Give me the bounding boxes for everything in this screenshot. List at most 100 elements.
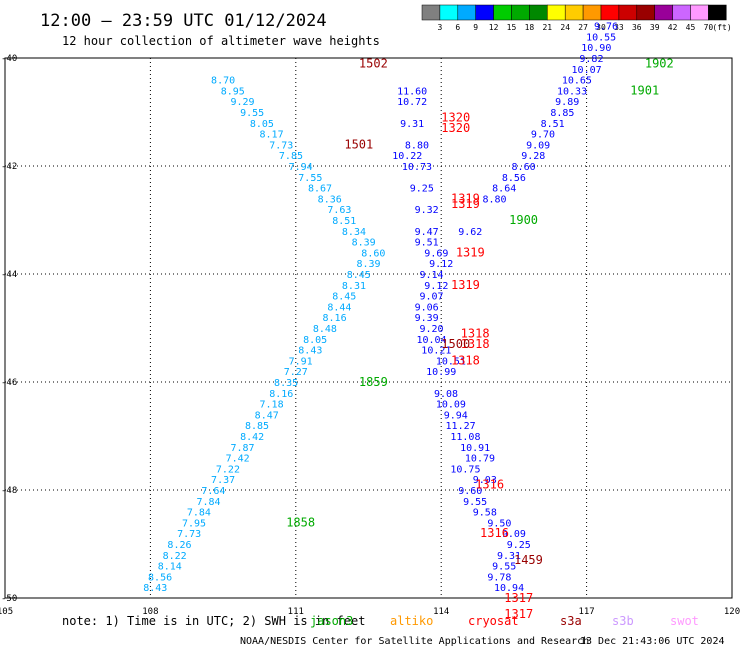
wave-height-value: 9.76 <box>594 22 618 33</box>
wave-height-value: 8.22 <box>163 551 187 562</box>
wave-height-value: 8.80 <box>405 140 429 151</box>
x-tick-label: 108 <box>142 607 158 617</box>
wave-height-value: 9.69 <box>424 248 448 259</box>
colorbar-unit: (ft) <box>712 23 731 32</box>
colorbar-swatch <box>672 4 691 21</box>
wave-height-value: 9.31 <box>400 119 424 130</box>
plot-frame <box>4 57 733 599</box>
wave-height-value: 8.43 <box>143 583 167 594</box>
wave-height-value: 8.47 <box>255 410 279 421</box>
wave-height-value: 9.14 <box>419 270 443 281</box>
wave-height-value: 7.94 <box>289 162 313 173</box>
wave-height-value: 8.05 <box>250 119 274 130</box>
wave-height-value: 9.60 <box>458 486 482 497</box>
x-tick-label: 120 <box>724 607 740 617</box>
wave-height-value: 8.67 <box>308 184 332 195</box>
wave-height-value: 9.58 <box>473 508 497 519</box>
wave-height-value: 9.89 <box>555 97 579 108</box>
wave-height-value: 9.47 <box>415 227 439 238</box>
colorbar-label: 39 <box>650 23 660 32</box>
colorbar-label: 3 <box>437 23 442 32</box>
wave-height-value: 11.27 <box>446 421 476 432</box>
colorbar-swatch <box>457 4 476 21</box>
wave-height-value: 7.73 <box>269 140 293 151</box>
colorbar-swatch <box>475 4 494 21</box>
wave-height-value: 8.95 <box>221 86 245 97</box>
wave-height-value: 9.29 <box>230 97 254 108</box>
colorbar-label: 12 <box>489 23 499 32</box>
wave-height-value: 9.09 <box>502 529 526 540</box>
axis-ticks: 105 108 111 114 117 120 -40 -42 -44 -46 -48 -50 <box>0 54 740 617</box>
colorbar-label: 70 <box>704 23 714 32</box>
wave-height-value: 8.85 <box>245 421 269 432</box>
wave-height-value: 8.14 <box>158 562 182 573</box>
wave-height-value: 10.04 <box>416 335 446 346</box>
wave-height-value: 10.94 <box>494 583 524 594</box>
pass-number-label: 1901 <box>630 83 659 97</box>
wave-height-value: 8.51 <box>541 119 565 130</box>
colorbar-label: 36 <box>632 23 642 32</box>
wave-height-value: 10.99 <box>426 367 456 378</box>
wave-height-value: 9.82 <box>579 54 603 65</box>
pass-number-label: 1500 <box>441 337 470 351</box>
colorbar-swatch <box>529 4 548 21</box>
wave-height-value: 8.85 <box>550 108 574 119</box>
wave-height-value: 9.50 <box>487 518 511 529</box>
wave-height-value: 7.73 <box>177 529 201 540</box>
wave-height-value: 9.08 <box>434 389 458 400</box>
wave-height-value: 11.08 <box>450 432 480 443</box>
x-tick-label: 114 <box>433 607 449 617</box>
wave-height-value: 7.91 <box>289 356 313 367</box>
wave-height-value: 7.55 <box>298 173 322 184</box>
x-tick-label: 117 <box>578 607 594 617</box>
wave-height-value: 9.94 <box>444 410 468 421</box>
wave-height-value: 10.33 <box>557 86 587 97</box>
wave-height-value: 10.73 <box>402 162 432 173</box>
pass-number-label: 1858 <box>286 515 315 529</box>
wave-height-value: 8.26 <box>167 540 191 551</box>
wave-height-value: 8.35 <box>274 378 298 389</box>
wave-height-value: 8.34 <box>342 227 366 238</box>
satellite-s3b: s3b <box>612 614 634 628</box>
colorbar-swatch <box>708 4 727 21</box>
wave-height-value: 7.87 <box>230 443 254 454</box>
colorbar-label: 18 <box>525 23 535 32</box>
pass-number-label: 1859 <box>359 375 388 389</box>
wave-height-value: 10.07 <box>572 65 602 76</box>
colorbar-swatch <box>493 4 512 21</box>
pass-number-label: 1900 <box>509 213 538 227</box>
satellite-altiko: altiko <box>390 614 433 628</box>
colorbar-label: 6 <box>455 23 460 32</box>
x-tick-label: 105 <box>0 607 13 617</box>
wave-height-value: 11.60 <box>397 86 427 97</box>
wave-height-value: 8.48 <box>313 324 337 335</box>
pass-number-label: 1317 <box>504 607 533 621</box>
pass-number-label: 1316 <box>475 478 504 492</box>
wave-height-value: 10.79 <box>465 454 495 465</box>
wave-height-value: 7.37 <box>211 475 235 486</box>
wave-height-value: 8.16 <box>269 389 293 400</box>
colorbar-swatch <box>547 4 566 21</box>
wave-height-value: 10.90 <box>581 43 611 54</box>
footer-timestamp: 13 Dec 21:43:06 UTC 2024 <box>580 636 725 647</box>
colorbar-label: 33 <box>614 23 624 32</box>
wave-height-value: 8.80 <box>482 194 506 205</box>
pass-number-label: 1459 <box>514 553 543 567</box>
pass-number-label: 1317 <box>504 591 533 605</box>
wave-height-value: 7.84 <box>197 497 221 508</box>
wave-height-value: 9.70 <box>531 130 555 141</box>
x-tick-label: 111 <box>288 607 304 617</box>
wave-height-value: 8.42 <box>240 432 264 443</box>
satellite-legend: jason3 altiko cryosat s3a s3b swot <box>310 614 699 628</box>
pass-number-label: 1502 <box>359 56 388 70</box>
wave-height-value: 8.64 <box>492 184 516 195</box>
wave-height-value: 8.51 <box>332 216 356 227</box>
wave-height-value: 9.12 <box>429 259 453 270</box>
wave-height-value: 8.56 <box>502 173 526 184</box>
wave-height-value: 7.85 <box>279 151 303 162</box>
y-tick-label: -50 <box>1 594 17 604</box>
colorbar-swatch <box>636 4 655 21</box>
pass-number-label: 1320 <box>441 121 470 135</box>
footer-note: note: 1) Time is in UTC; 2) SWH is in fe… <box>62 614 365 628</box>
